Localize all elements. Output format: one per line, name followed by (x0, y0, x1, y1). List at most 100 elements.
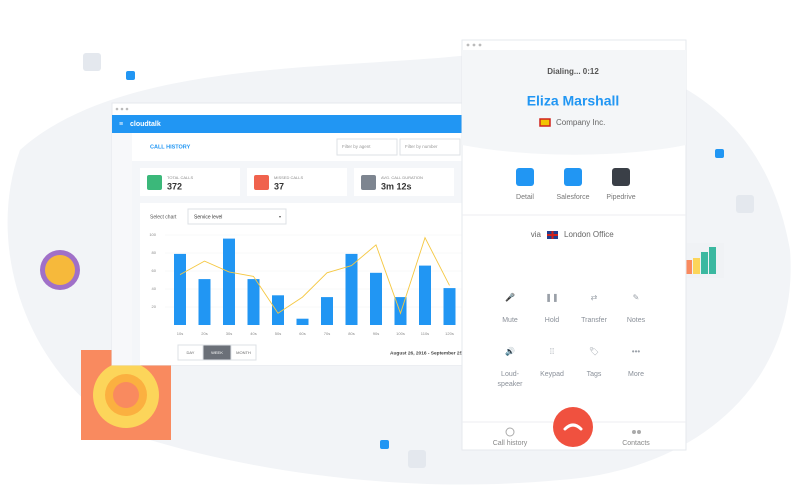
history-icon (505, 427, 515, 437)
dot (478, 43, 482, 47)
bar (247, 279, 260, 325)
x-tick-label: 60s (299, 331, 305, 336)
bar (443, 288, 456, 325)
control-label: Transfer (581, 317, 607, 324)
bar (296, 318, 309, 325)
control-label: Hold (544, 317, 560, 324)
x-tick-label: 120s (445, 331, 454, 336)
period-label: DAY (187, 350, 195, 355)
call-status: Dialing... 0:12 (547, 67, 599, 76)
contact-name: Eliza Marshall (527, 93, 620, 109)
dot (115, 107, 119, 111)
integration-icon[interactable] (612, 168, 630, 186)
x-tick-label: 90s (373, 331, 379, 336)
x-tick-label: 40s (250, 331, 256, 336)
flag-uk-cross (547, 231, 558, 239)
deco-square (408, 450, 426, 468)
period-label: WEEK (211, 350, 223, 355)
control-icon[interactable]: ••• (632, 347, 641, 356)
deco-donut (113, 382, 139, 408)
bar (321, 297, 333, 325)
x-tick-label: 80s (348, 331, 354, 336)
menu-icon[interactable]: ≡ (119, 121, 123, 128)
avatar-face (45, 255, 75, 285)
x-tick-label: 30s (226, 331, 232, 336)
control-icon[interactable]: 🎤 (505, 292, 515, 302)
control-icon[interactable]: ❚❚ (545, 293, 558, 302)
stat-value: 372 (167, 181, 182, 191)
integration-icon[interactable] (564, 168, 582, 186)
chart-select-label: Select chart (150, 214, 177, 220)
dot (125, 107, 129, 111)
y-tick-label: 20 (152, 304, 157, 309)
y-tick-label: 100 (149, 232, 156, 237)
deco-bar (693, 258, 700, 274)
deco-square (126, 71, 135, 80)
flag-es (539, 118, 551, 127)
deco-square (736, 195, 754, 213)
via: via (531, 230, 542, 239)
nav-label[interactable]: Contacts (622, 440, 650, 447)
x-tick-label: 50s (275, 331, 281, 336)
line-series (179, 236, 450, 315)
dashboard-window: ≡ cloudtalk CALL HISTORY Filter by agent… (111, 102, 471, 366)
stat-label: TOTAL CALLS (167, 175, 193, 180)
y-tick-label: 40 (152, 286, 157, 291)
sidebar (112, 133, 132, 365)
integration-label: Detail (516, 194, 534, 201)
control-icon[interactable]: 🏷 (589, 347, 599, 356)
deco-square (380, 440, 389, 449)
period-button[interactable] (230, 344, 257, 361)
bar (272, 295, 284, 325)
company: Company Inc. (556, 118, 605, 127)
deco-bar (709, 247, 716, 274)
y-tick-label: 80 (152, 250, 157, 255)
deco-square (715, 149, 724, 158)
bar (223, 238, 235, 325)
brand: cloudtalk (130, 121, 161, 128)
integration-icon[interactable] (516, 168, 534, 186)
location: London Office (564, 230, 614, 239)
filter[interactable] (336, 138, 398, 156)
stat-value: 3m 12s (381, 181, 412, 191)
control-label: Tags (586, 371, 602, 378)
bar (370, 272, 382, 325)
nav-label[interactable]: Call history (493, 440, 528, 447)
stat-label: AVG. CALL DURATION (381, 175, 423, 180)
contacts-icon (637, 430, 641, 434)
stat-icon (147, 175, 162, 190)
control-label: Mute (502, 317, 518, 324)
phone-header (462, 50, 686, 155)
contacts-icon (632, 430, 636, 434)
control-icon[interactable]: ✎ (633, 293, 640, 302)
x-tick-label: 70s (324, 331, 330, 336)
x-tick-label: 10s (177, 331, 183, 336)
deco-square (83, 53, 101, 71)
control-label: Keypad (540, 371, 564, 378)
control-icon[interactable]: 🔊 (505, 346, 515, 356)
dot (120, 107, 124, 111)
filter-label: Filter by number (405, 144, 438, 149)
top-bar (112, 115, 462, 133)
section-title: CALL HISTORY (150, 144, 191, 150)
control-icon[interactable]: ⁞⁞ (550, 347, 554, 356)
control-label: Notes (626, 317, 646, 324)
dot (472, 43, 476, 47)
x-tick-label: 20s (201, 331, 207, 336)
stat-icon (254, 175, 269, 190)
stat-label: MISSED CALLS (274, 175, 303, 180)
control-label: Loud-speaker (497, 371, 523, 388)
stat-icon (361, 175, 376, 190)
dot (466, 43, 470, 47)
bar (174, 253, 186, 325)
x-tick-label: 100s (396, 331, 405, 336)
chart-select[interactable] (187, 208, 287, 225)
hangup-button[interactable] (553, 407, 593, 447)
deco-bar (685, 260, 692, 274)
filter-label: Filter by agent (342, 144, 371, 149)
control-icon[interactable]: ⇄ (591, 293, 598, 302)
integration-label: Pipedrive (606, 194, 635, 201)
filter[interactable] (399, 138, 461, 156)
